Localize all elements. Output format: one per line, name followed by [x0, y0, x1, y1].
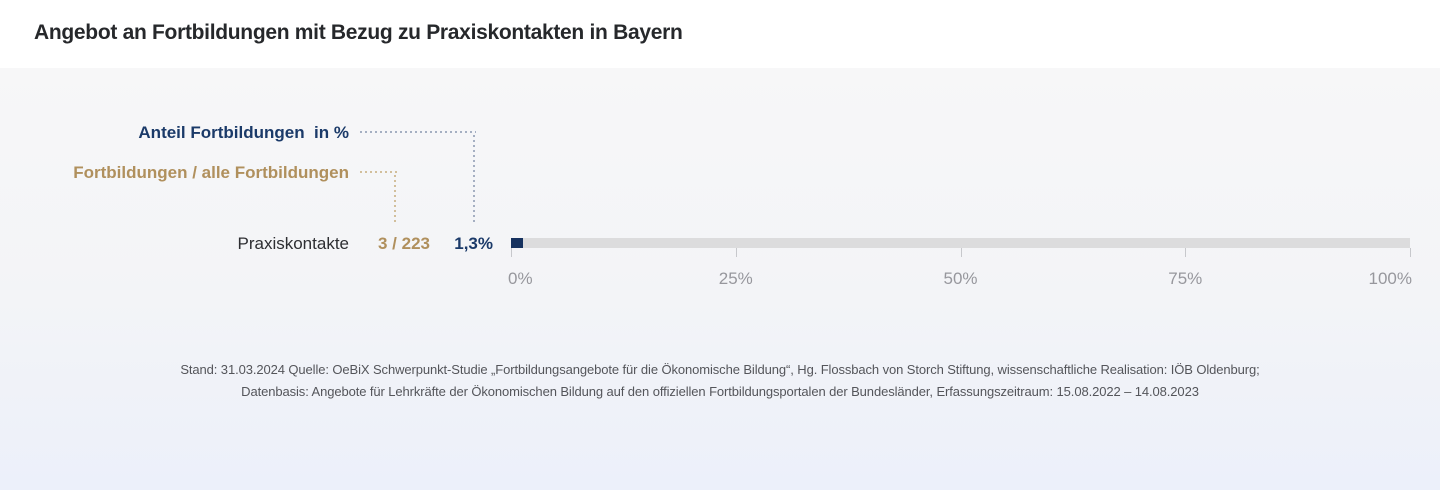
category-label: Praxiskontakte [237, 234, 350, 253]
source-note-line1: Stand: 31.03.2024 Quelle: OeBiX Schwerpu… [180, 362, 1260, 377]
page-title: Angebot an Fortbildungen mit Bezug zu Pr… [34, 21, 683, 44]
x-tick [960, 248, 962, 257]
bar-fill [511, 238, 523, 248]
percent-value: 1,3% [454, 234, 493, 253]
fraction-value: 3 / 223 [378, 234, 430, 253]
x-tick-label: 100% [1368, 269, 1412, 288]
navy-connector-horizontal-line [360, 131, 476, 133]
fraction-annotation-label: Fortbildungen / alle Fortbildungen [73, 163, 349, 182]
x-tick-label: 50% [943, 269, 978, 288]
x-tick [1185, 248, 1187, 257]
source-note: Stand: 31.03.2024 Quelle: OeBiX Schwerpu… [0, 359, 1440, 403]
chart-panel: Anteil Fortbildungen in % Fortbildungen … [0, 68, 1440, 490]
x-tick [735, 248, 737, 257]
x-tick [511, 248, 512, 257]
x-tick-label: 25% [718, 269, 753, 288]
x-tick [1410, 248, 1411, 257]
x-tick-label: 75% [1168, 269, 1203, 288]
header: Angebot an Fortbildungen mit Bezug zu Pr… [0, 0, 1440, 68]
gold-connector-vertical-line [394, 175, 396, 222]
source-note-line2: Datenbasis: Angebote für Lehrkräfte der … [241, 384, 1199, 399]
bar-track [511, 238, 1410, 248]
navy-connector-vertical-line [473, 135, 475, 224]
gold-connector-horizontal-line [360, 171, 397, 173]
percent-annotation-label: Anteil Fortbildungen in % [138, 123, 349, 142]
x-axis: 0% 25% 50% 75% 100% [508, 248, 1412, 328]
x-tick-label: 0% [508, 269, 533, 288]
